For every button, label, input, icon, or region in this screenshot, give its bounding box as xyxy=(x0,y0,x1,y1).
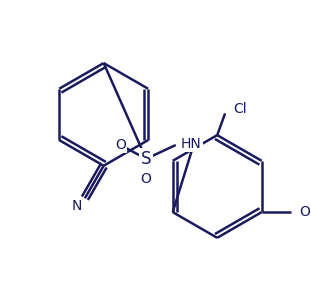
Text: S: S xyxy=(141,150,151,168)
Text: O: O xyxy=(141,172,151,186)
Text: O: O xyxy=(115,138,126,152)
Text: O: O xyxy=(299,205,310,219)
Text: Cl: Cl xyxy=(233,102,247,117)
Text: HN: HN xyxy=(181,137,202,151)
Text: N: N xyxy=(72,199,82,213)
